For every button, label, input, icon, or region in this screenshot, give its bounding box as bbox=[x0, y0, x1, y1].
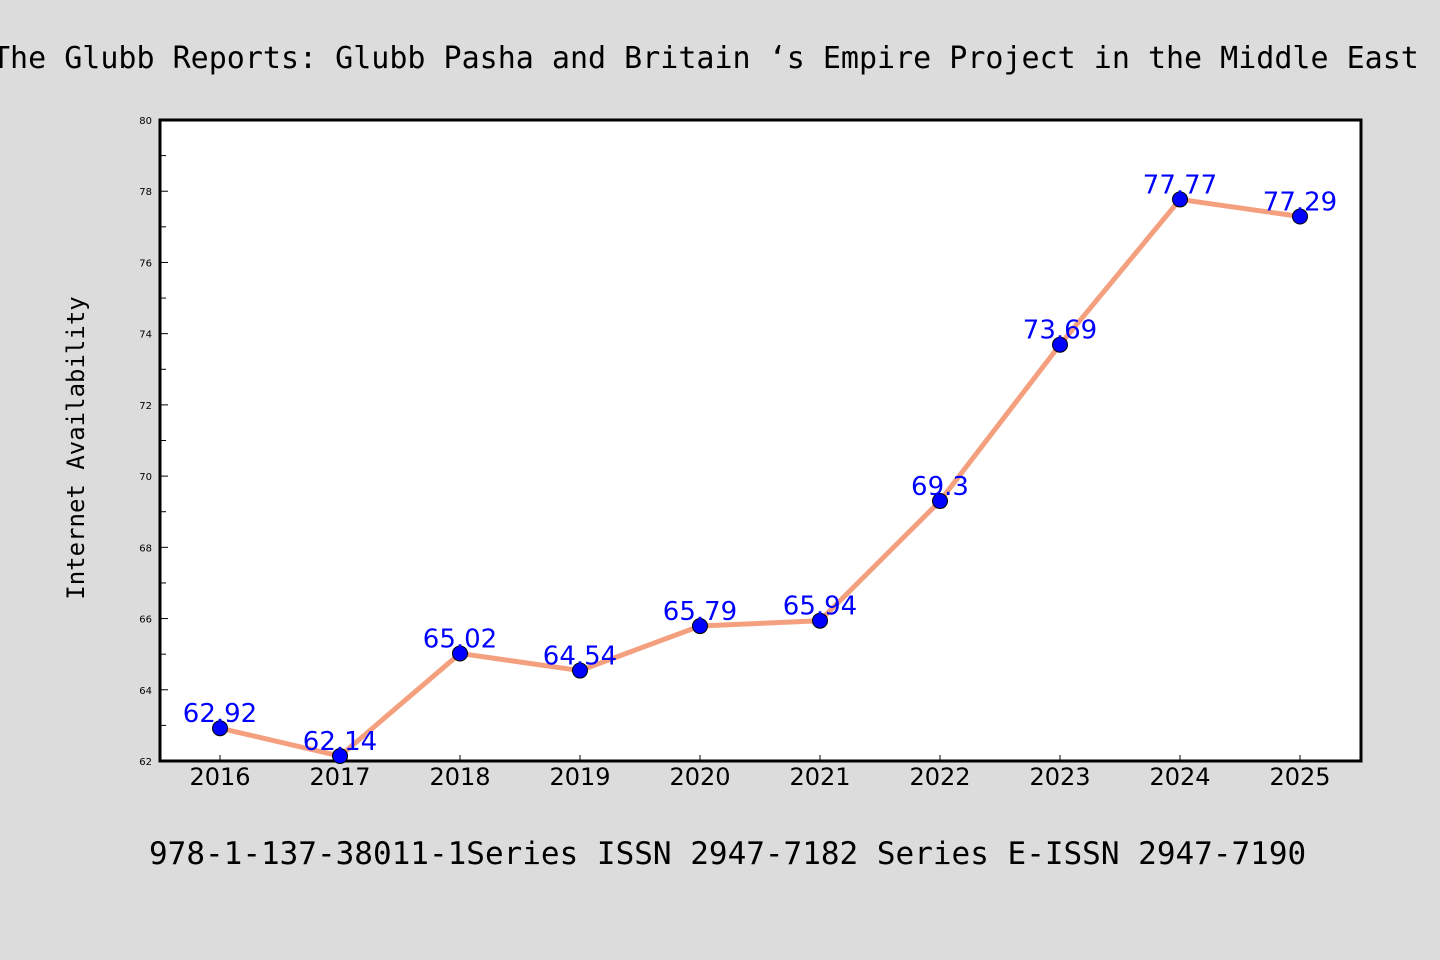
data-point bbox=[1172, 191, 1188, 208]
data-point bbox=[692, 618, 708, 635]
data-label: 69.3 bbox=[911, 472, 969, 502]
y-tick-label: 78 bbox=[139, 187, 152, 198]
y-tick-label: 62 bbox=[139, 757, 152, 768]
isbn-issn-footer: 978-1-137-38011-1Series ISSN 2947-7182 S… bbox=[149, 836, 1306, 872]
y-tick-label: 68 bbox=[139, 543, 152, 554]
data-point bbox=[572, 662, 588, 679]
x-tick-label: 2025 bbox=[1269, 763, 1330, 791]
series-line bbox=[217, 196, 1303, 759]
x-tick-label: 2021 bbox=[789, 763, 850, 791]
data-point bbox=[1292, 208, 1308, 225]
plot-area bbox=[158, 118, 1363, 763]
y-tick-label: 74 bbox=[139, 330, 152, 341]
data-point bbox=[212, 720, 228, 737]
y-tick-label: 72 bbox=[139, 401, 152, 412]
data-labels-group: 62.92 62.14 65.02 64.54 65.79 65.94 69.3 73.69 7… bbox=[183, 170, 1337, 757]
data-label: 73.69 bbox=[1023, 316, 1097, 346]
data-label: 77.77 bbox=[1143, 170, 1217, 200]
data-label: 65.79 bbox=[663, 597, 737, 627]
y-tick-label: 66 bbox=[139, 615, 152, 626]
x-tick-label: 2018 bbox=[429, 763, 490, 791]
data-point bbox=[932, 493, 948, 510]
x-tick-label: 2017 bbox=[309, 763, 370, 791]
data-point bbox=[1052, 336, 1068, 353]
x-tick-label: 2024 bbox=[1149, 763, 1210, 791]
x-tick-label: 2023 bbox=[1029, 763, 1090, 791]
y-tick-label: 80 bbox=[139, 116, 152, 127]
y-axis-label: Internet Availability bbox=[62, 296, 90, 599]
y-tick-label: 70 bbox=[139, 472, 152, 483]
y-tick-label: 76 bbox=[139, 258, 152, 269]
x-tick-label: 2016 bbox=[189, 763, 250, 791]
x-axis: 2016 2017 2018 2019 2020 2021 2022 2023 2024 2025 bbox=[189, 755, 1331, 791]
x-tick-label: 2019 bbox=[549, 763, 610, 791]
x-tick-label: 2020 bbox=[669, 763, 730, 791]
data-label: 62.92 bbox=[183, 699, 257, 729]
series-line-group bbox=[217, 196, 1303, 759]
data-label: 62.14 bbox=[303, 727, 377, 757]
data-point bbox=[452, 645, 468, 662]
data-label: 77.29 bbox=[1263, 188, 1337, 218]
data-label: 64.54 bbox=[543, 642, 617, 672]
chart-title: The Glubb Reports: Glubb Pasha and Brita… bbox=[0, 41, 1440, 76]
data-point bbox=[332, 748, 348, 765]
data-label: 65.94 bbox=[783, 592, 857, 622]
y-tick-label: 64 bbox=[139, 686, 152, 697]
data-markers-group bbox=[212, 191, 1308, 765]
y-axis: 62 64 66 68 70 72 74 76 78 80 bbox=[139, 116, 168, 768]
x-tick-label: 2022 bbox=[909, 763, 970, 791]
data-point bbox=[812, 612, 828, 629]
data-label: 65.02 bbox=[423, 624, 497, 654]
